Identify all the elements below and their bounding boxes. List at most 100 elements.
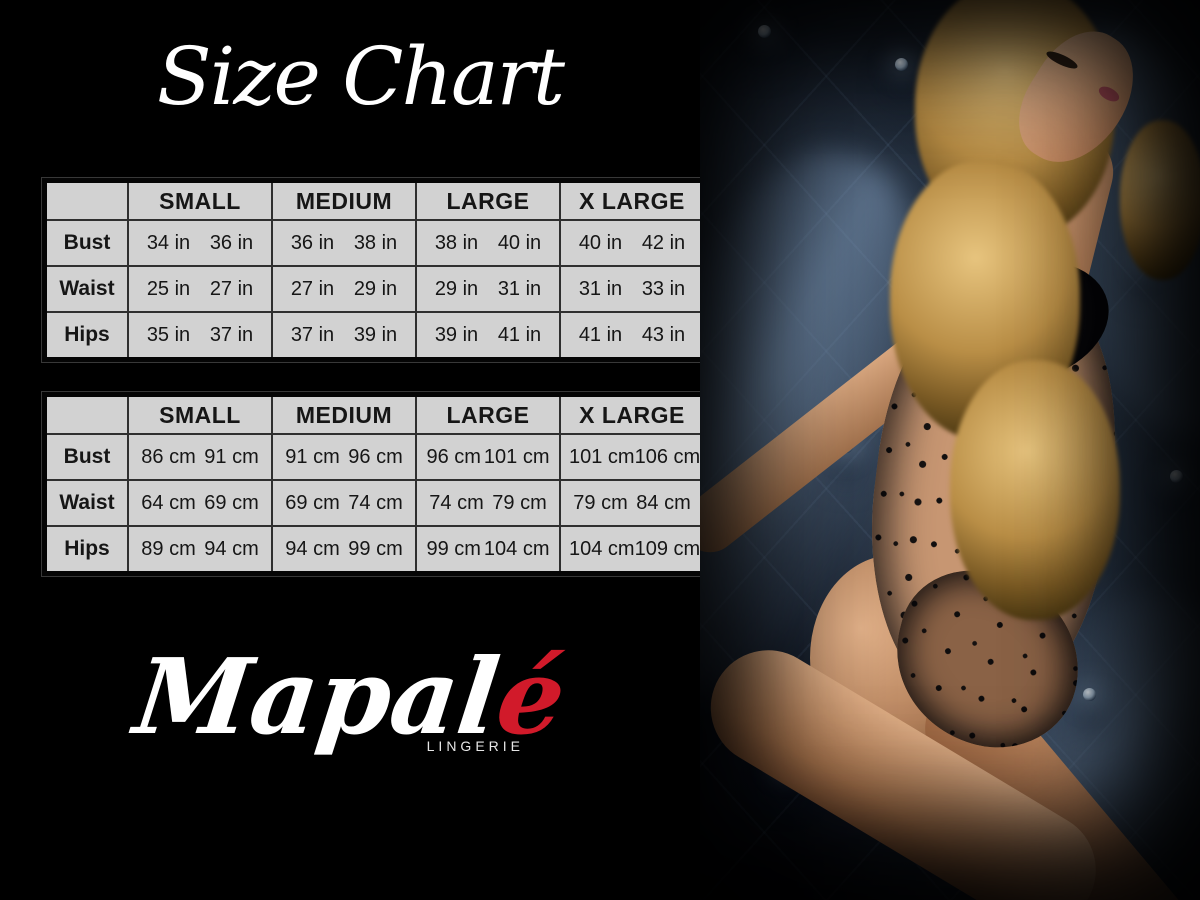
model-hair (1120, 120, 1200, 280)
column-header: SMALL (129, 183, 271, 219)
row-label: Bust (47, 221, 127, 265)
brand-subtitle: LINGERIE (426, 738, 524, 755)
size-value: 40 in (578, 231, 623, 254)
corner-cell (47, 397, 127, 433)
size-grid: SMALL MEDIUM LARGE X LARGE Bust 86 cm 91 cm 91 … (41, 391, 709, 577)
corner-cell (47, 183, 127, 219)
row-label: Waist (47, 481, 127, 525)
size-value: 39 in (353, 323, 398, 346)
size-range-cell: 89 cm 94 cm (129, 527, 271, 571)
upholstery-button (758, 25, 771, 38)
size-range-cell: 86 cm 91 cm (129, 435, 271, 479)
brand-name: Mapalé (83, 635, 617, 758)
size-value: 36 in (290, 231, 335, 254)
size-value: 74 cm (429, 491, 484, 514)
upholstery-button (1170, 470, 1183, 483)
size-value: 109 cm (634, 537, 701, 560)
upholstery-button (895, 58, 908, 71)
size-value: 33 in (641, 277, 686, 300)
size-value: 41 in (578, 323, 623, 346)
size-value: 39 in (434, 323, 479, 346)
size-value: 104 cm (483, 537, 550, 560)
size-value: 101 cm (483, 445, 550, 468)
size-value: 94 cm (204, 537, 259, 560)
column-header: X LARGE (561, 397, 703, 433)
size-value: 29 in (434, 277, 479, 300)
size-range-cell: 41 in 43 in (561, 313, 703, 357)
size-value: 104 cm (569, 537, 635, 560)
size-range-cell: 79 cm 84 cm (561, 481, 703, 525)
size-grid: SMALL MEDIUM LARGE X LARGE Bust 34 in 36 in 36 … (41, 177, 709, 363)
size-value: 35 in (146, 323, 191, 346)
size-value: 69 cm (204, 491, 259, 514)
size-value: 94 cm (285, 537, 340, 560)
size-value: 42 in (641, 231, 686, 254)
size-range-cell: 40 in 42 in (561, 221, 703, 265)
column-header: X LARGE (561, 183, 703, 219)
size-value: 36 in (209, 231, 254, 254)
size-range-cell: 35 in 37 in (129, 313, 271, 357)
size-value: 41 in (497, 323, 542, 346)
size-range-cell: 36 in 38 in (273, 221, 415, 265)
size-value: 69 cm (285, 491, 340, 514)
column-header: MEDIUM (273, 397, 415, 433)
size-value: 25 in (146, 277, 191, 300)
size-range-cell: 64 cm 69 cm (129, 481, 271, 525)
row-label: Waist (47, 267, 127, 311)
left-panel: Size Chart SMALL MEDIUM LARGE X LARGE Bust 34… (41, 30, 709, 758)
size-value: 27 in (209, 277, 254, 300)
size-value: 79 cm (492, 491, 547, 514)
column-header: SMALL (129, 397, 271, 433)
size-value: 84 cm (636, 491, 691, 514)
column-header: LARGE (417, 183, 559, 219)
size-range-cell: 37 in 39 in (273, 313, 415, 357)
size-value: 31 in (497, 277, 542, 300)
size-value: 64 cm (141, 491, 196, 514)
size-range-cell: 34 in 36 in (129, 221, 271, 265)
size-value: 99 cm (426, 537, 481, 560)
size-value: 86 cm (141, 445, 196, 468)
model-photo (700, 0, 1200, 900)
size-value: 29 in (353, 277, 398, 300)
size-range-cell: 94 cm 99 cm (273, 527, 415, 571)
size-range-cell: 99 cm 104 cm (417, 527, 559, 571)
size-range-cell: 74 cm 79 cm (417, 481, 559, 525)
size-range-cell: 91 cm 96 cm (273, 435, 415, 479)
size-value: 34 in (146, 231, 191, 254)
size-range-cell: 69 cm 74 cm (273, 481, 415, 525)
size-range-cell: 101 cm 106 cm (561, 435, 703, 479)
row-label: Bust (47, 435, 127, 479)
page-title: Size Chart (156, 30, 565, 123)
size-range-cell: 38 in 40 in (417, 221, 559, 265)
size-value: 96 cm (426, 445, 481, 468)
brand-name-accent: é (490, 635, 572, 758)
brand-logo: Mapalé LINGERIE (90, 635, 610, 758)
size-table-centimeters: SMALL MEDIUM LARGE X LARGE Bust 86 cm 91 cm 91 … (41, 391, 709, 577)
size-value: 38 in (434, 231, 479, 254)
brand-name-main: Mapal (128, 635, 506, 758)
upholstery-button (1083, 688, 1096, 701)
size-range-cell: 96 cm 101 cm (417, 435, 559, 479)
size-range-cell: 104 cm 109 cm (561, 527, 703, 571)
size-value: 99 cm (348, 537, 403, 560)
size-range-cell: 39 in 41 in (417, 313, 559, 357)
size-value: 106 cm (634, 445, 701, 468)
size-value: 38 in (353, 231, 398, 254)
size-value: 89 cm (141, 537, 196, 560)
size-range-cell: 25 in 27 in (129, 267, 271, 311)
size-value: 74 cm (348, 491, 403, 514)
column-header: MEDIUM (273, 183, 415, 219)
size-value: 37 in (290, 323, 335, 346)
model-hair (950, 360, 1120, 620)
size-value: 96 cm (348, 445, 403, 468)
size-value: 79 cm (573, 491, 628, 514)
size-value: 43 in (641, 323, 686, 346)
size-range-cell: 29 in 31 in (417, 267, 559, 311)
column-header: LARGE (417, 397, 559, 433)
size-range-cell: 31 in 33 in (561, 267, 703, 311)
size-value: 40 in (497, 231, 542, 254)
size-value: 101 cm (569, 445, 635, 468)
size-value: 91 cm (285, 445, 340, 468)
size-value: 37 in (209, 323, 254, 346)
